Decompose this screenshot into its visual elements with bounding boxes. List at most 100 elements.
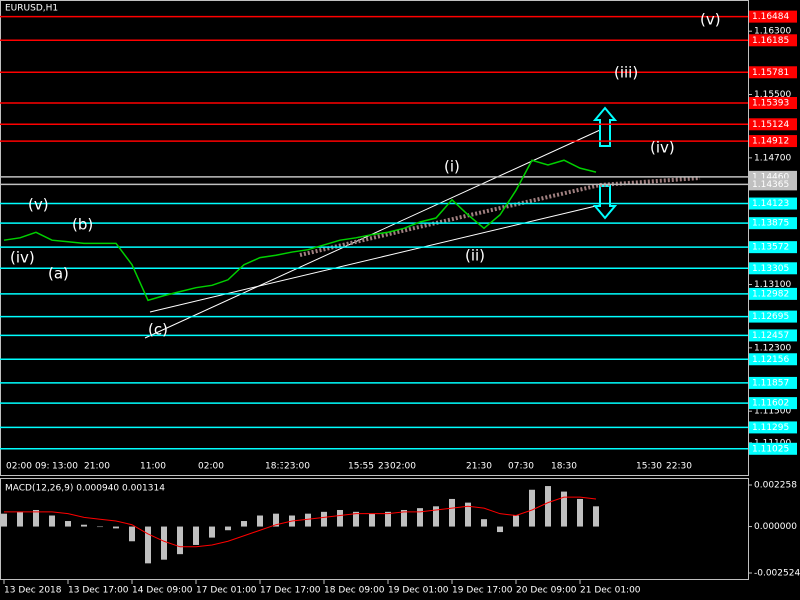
- level-label: 1.16484: [752, 12, 789, 22]
- time-mark: 15:55: [348, 462, 374, 472]
- macd-bar: [449, 498, 455, 527]
- y-tick-label: 1.13100: [754, 280, 791, 290]
- macd-bar: [481, 519, 487, 527]
- chart-title: EURUSD,H1: [5, 4, 58, 14]
- macd-bar: [257, 515, 263, 527]
- level-tag: [749, 135, 797, 148]
- macd-bar: [33, 509, 39, 527]
- x-tick-label: 20 Dec 09:00: [516, 586, 577, 596]
- macd-bar: [321, 511, 327, 527]
- level-tag: [749, 442, 797, 455]
- x-tick-label: 19 Dec 01:00: [388, 586, 449, 596]
- time-mark-box: [550, 460, 578, 472]
- time-mark-box: [51, 460, 79, 472]
- macd-bar: [369, 513, 375, 527]
- macd-bar: [1, 513, 7, 527]
- time-mark: 02:00: [6, 462, 32, 472]
- signal-line: [4, 496, 597, 548]
- time-mark: 23: [378, 462, 389, 472]
- macd-bar: [209, 526, 215, 538]
- main-frame: [0, 0, 749, 476]
- level-label: 1.12457: [752, 331, 789, 341]
- level-label: 1.15781: [752, 68, 789, 78]
- x-tick-label: 14 Dec 09:00: [132, 586, 193, 596]
- level-label: 1.14912: [752, 137, 789, 147]
- level-label: 1.12156: [752, 355, 789, 365]
- level-label: 1.12982: [752, 289, 789, 299]
- time-mark: 11:00: [140, 462, 166, 472]
- time-mark-box: [635, 460, 663, 472]
- up-arrow: [592, 106, 618, 147]
- macd-bar: [241, 521, 247, 527]
- level-label: 1.14365: [752, 180, 789, 190]
- level-tag: [749, 241, 797, 254]
- level-tag: [749, 310, 797, 323]
- macd-bar: [545, 486, 551, 527]
- time-mark: 07:30: [508, 462, 534, 472]
- wave-label: (ii): [465, 247, 485, 265]
- level-tag: [749, 287, 797, 300]
- x-tick-label: 17 Dec 01:00: [196, 586, 257, 596]
- macd-bar: [129, 526, 135, 542]
- level-label: 1.11295: [752, 423, 789, 433]
- level-label: 1.15393: [752, 98, 789, 108]
- macd-bar: [49, 515, 55, 527]
- macd-title: MACD(12,26,9) 0.000940 0.001314: [5, 484, 165, 494]
- macd-bar: [193, 526, 199, 545]
- y-tick-label: 1.16300: [754, 27, 791, 37]
- time-mark-box: [5, 460, 33, 472]
- level-tag: [749, 34, 797, 47]
- y-tick-label: 0.000000: [754, 522, 797, 532]
- macd-bar: [145, 526, 151, 564]
- level-label: 1.14123: [752, 199, 789, 209]
- y-tick-label: 1.15500: [754, 90, 791, 100]
- time-mark-box: [389, 460, 417, 472]
- y-tick-label: 1.11500: [754, 407, 791, 417]
- macd-bar: [561, 491, 567, 527]
- time-mark-box: [83, 460, 111, 472]
- down-arrow: [592, 185, 618, 220]
- time-mark-box: [283, 460, 311, 472]
- macd-bar: [97, 526, 103, 528]
- level-tag: [749, 217, 797, 230]
- time-mark-box: [347, 460, 375, 472]
- level-tag: [749, 397, 797, 410]
- macd-bar: [593, 506, 599, 527]
- time-mark: 21:00: [84, 462, 110, 472]
- level-tag: [749, 178, 797, 191]
- x-tick-label: 13 Dec 2018: [4, 586, 62, 596]
- time-mark: 18:3: [265, 462, 285, 472]
- wave-label: (i): [444, 158, 460, 176]
- macd-bar: [17, 511, 23, 527]
- level-tag: [749, 421, 797, 434]
- cloud: [299, 176, 701, 257]
- time-mark-box: [197, 460, 225, 472]
- time-mark-box: [139, 460, 167, 472]
- level-label: 1.14460: [752, 172, 789, 182]
- macd-frame: [0, 478, 749, 580]
- level-label: 1.16185: [752, 36, 789, 46]
- time-mark: 23:00: [284, 462, 310, 472]
- macd-bar: [529, 489, 535, 527]
- macd-bar: [65, 521, 71, 527]
- price-line: [3, 159, 597, 302]
- macd-bar: [225, 526, 231, 531]
- time-mark: 15:30: [636, 462, 662, 472]
- macd-bar: [513, 515, 519, 527]
- macd-bar: [417, 508, 423, 527]
- x-tick-label: 18 Dec 09:00: [324, 586, 385, 596]
- macd-bar: [465, 502, 471, 527]
- macd-bar: [401, 509, 407, 527]
- level-label: 1.12695: [752, 312, 789, 322]
- macd-bar: [273, 513, 279, 527]
- time-mark: 13:00: [52, 462, 78, 472]
- level-label: 1.13305: [752, 264, 789, 274]
- wave-label: (v): [28, 196, 49, 214]
- time-mark: 21:30: [466, 462, 492, 472]
- y-tick-label: 0.002258: [754, 481, 797, 491]
- level-tag: [749, 66, 797, 79]
- y-tick-label: 1.14700: [754, 153, 791, 163]
